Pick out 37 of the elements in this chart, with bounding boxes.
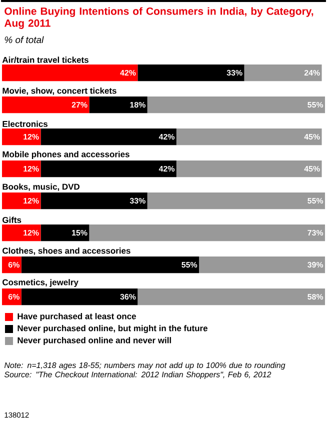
y-tick-label: Books, music, DVD — [2, 184, 80, 191]
bar — [2, 160, 41, 178]
bar — [2, 96, 90, 114]
bar — [2, 64, 138, 82]
y-tick-label: Electronics — [2, 120, 48, 127]
bar — [138, 288, 326, 306]
bar — [21, 288, 138, 306]
bar — [2, 224, 41, 242]
bar — [40, 224, 90, 242]
bar — [89, 96, 148, 114]
legend-label: Have purchased at least once — [18, 313, 136, 321]
y-tick-label: Cosmetics, jewelry — [2, 279, 78, 287]
y-tick-label: Mobile phones and accessories — [2, 151, 130, 159]
bar — [89, 224, 326, 242]
bar — [147, 96, 326, 114]
bar — [40, 160, 176, 178]
bar — [138, 64, 244, 82]
chart-title: Online Buying Intentions of Consumers in India, by Category, Aug 2011 — [4, 7, 314, 29]
legend-label: Never purchased online, but might in the future — [18, 325, 208, 333]
legend-label: Never purchased online and never will — [18, 337, 171, 345]
y-tick-label: Air/train travel tickets — [2, 56, 88, 63]
bar — [40, 192, 148, 210]
bar — [176, 160, 322, 178]
bar — [2, 256, 22, 274]
bar — [199, 256, 326, 274]
bar — [2, 128, 41, 146]
bar — [244, 64, 322, 82]
bar — [21, 256, 200, 274]
y-tick-label: Gifts — [2, 216, 22, 223]
y-tick-label: Movie, show, concert tickets — [2, 88, 116, 95]
bar — [2, 288, 22, 306]
bar — [176, 128, 322, 146]
bar — [2, 192, 41, 210]
y-tick-label: Clothes, shoes and accessories — [2, 248, 130, 255]
bar — [40, 128, 176, 146]
chart-subtitle: % of total — [4, 36, 44, 44]
bar — [147, 192, 326, 210]
